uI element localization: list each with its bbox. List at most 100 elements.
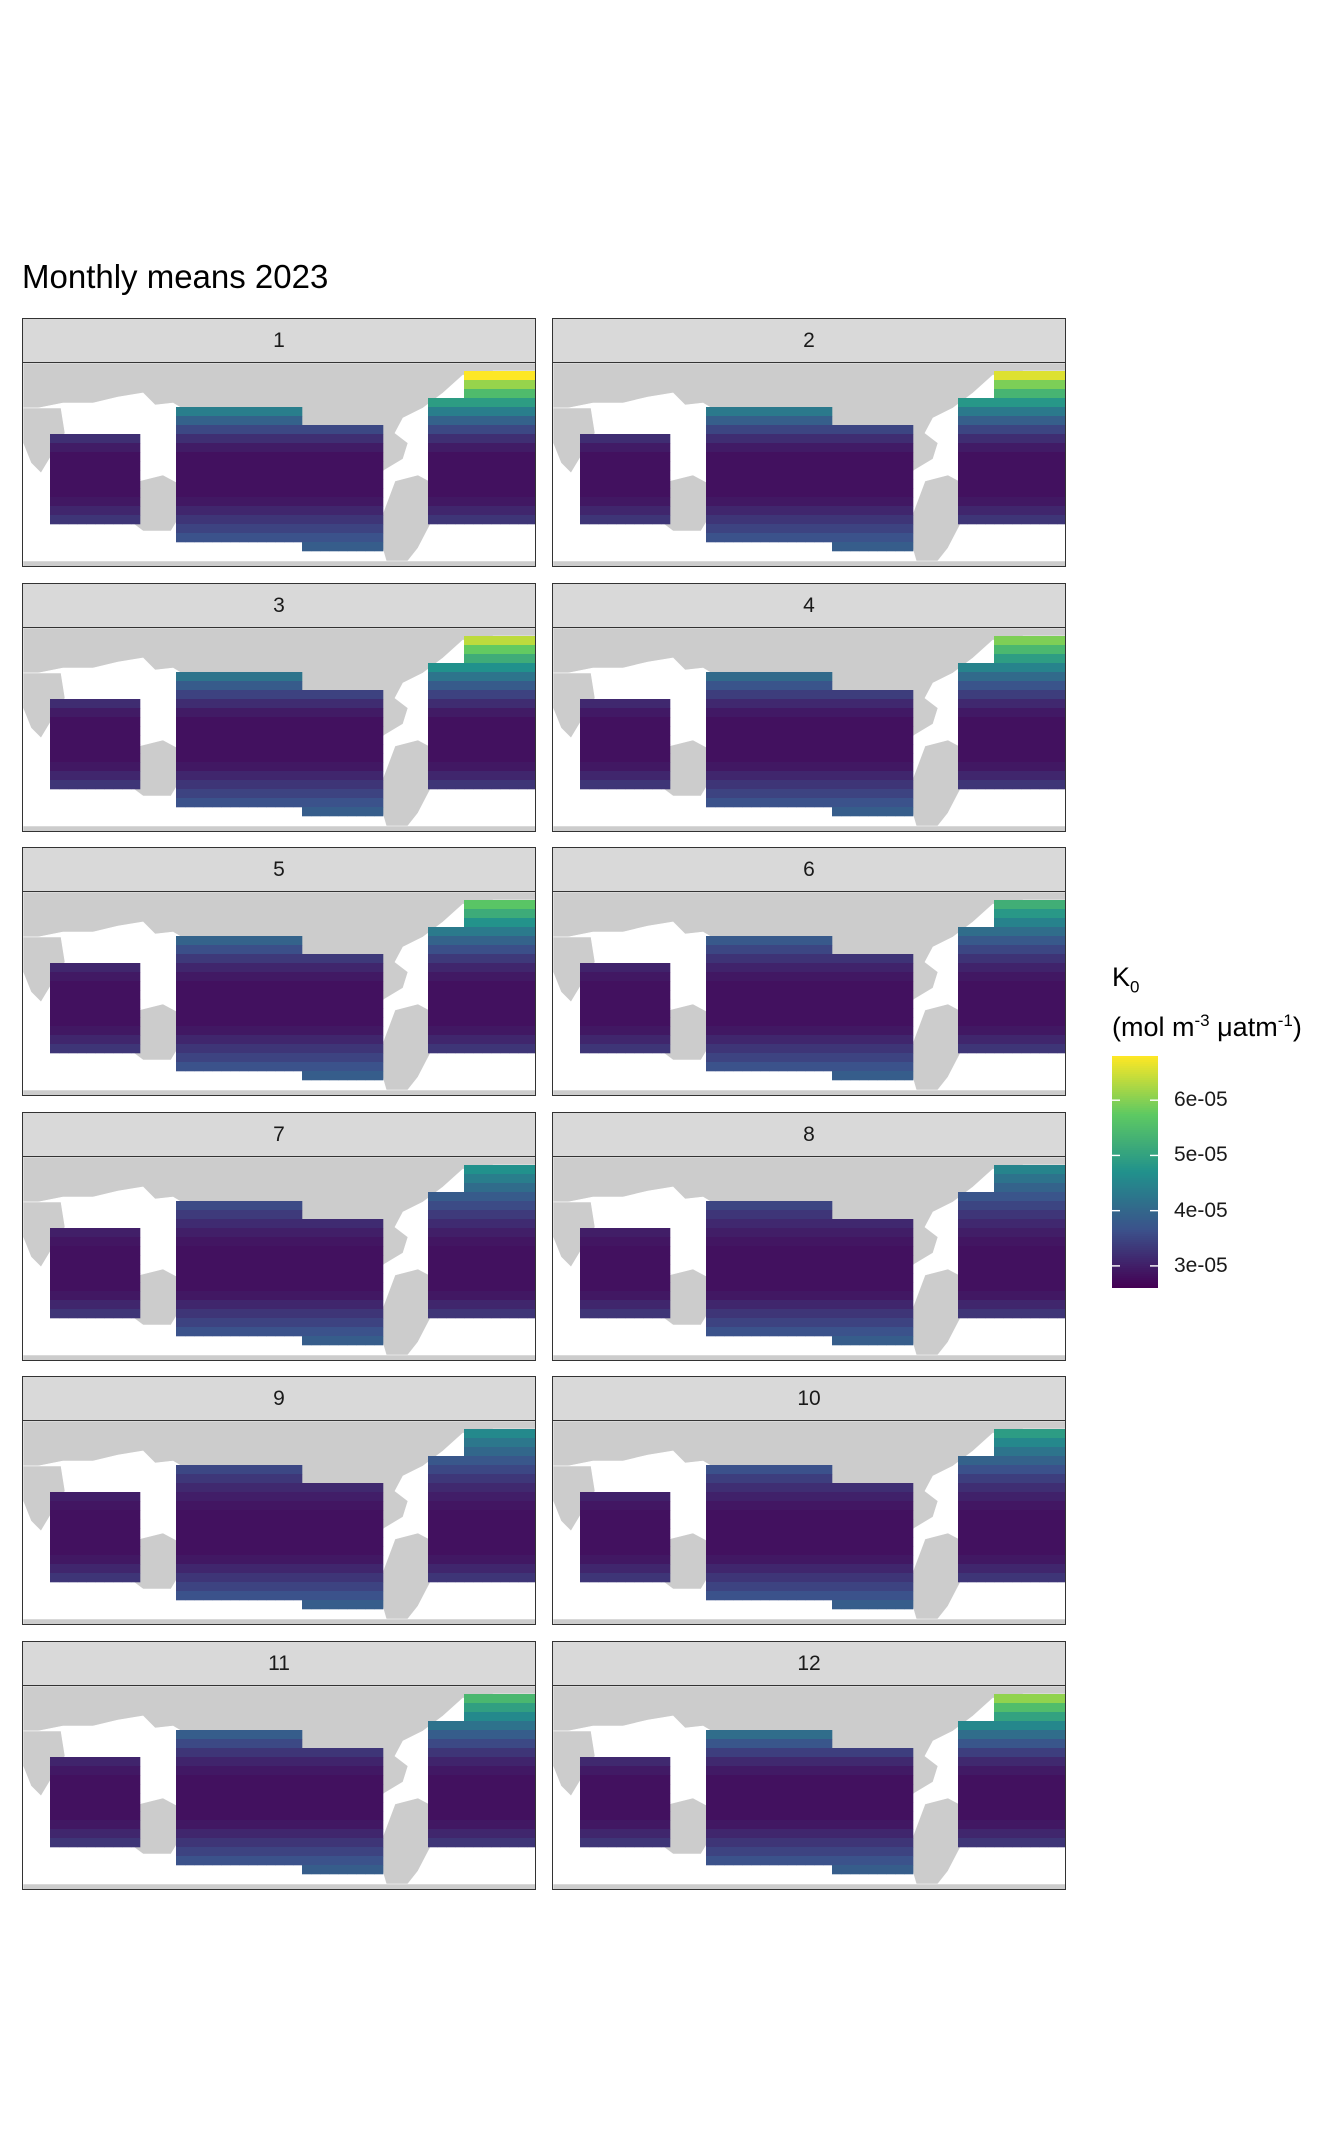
ocean-cell xyxy=(104,1255,114,1265)
ocean-cell xyxy=(706,452,716,462)
facet-panel-month-2: 2 xyxy=(552,318,1066,567)
ocean-cell xyxy=(77,753,87,763)
ocean-cell xyxy=(77,470,87,480)
ocean-cell xyxy=(194,726,204,736)
ocean-cell xyxy=(293,780,303,790)
ocean-cell xyxy=(248,1327,258,1337)
ocean-cell xyxy=(1003,771,1013,781)
ocean-cell xyxy=(365,807,375,817)
ocean-cell xyxy=(518,515,528,525)
ocean-cell xyxy=(1030,636,1040,646)
ocean-cell xyxy=(1012,726,1022,736)
ocean-cell xyxy=(59,1035,69,1045)
ocean-cell xyxy=(823,461,833,471)
ocean-cell xyxy=(769,1246,779,1256)
ocean-cell xyxy=(122,1309,132,1319)
ocean-cell xyxy=(634,461,644,471)
ocean-cell xyxy=(814,789,824,799)
ocean-cell xyxy=(248,1291,258,1301)
ocean-cell xyxy=(841,981,851,991)
ocean-cell xyxy=(967,470,977,480)
ocean-cell xyxy=(733,708,743,718)
ocean-cell xyxy=(464,506,474,516)
ocean-cell xyxy=(131,479,141,489)
ocean-cell xyxy=(607,1273,617,1283)
ocean-cell xyxy=(580,1246,590,1256)
ocean-cell xyxy=(491,981,501,991)
ocean-cell xyxy=(284,1017,294,1027)
ocean-cell xyxy=(985,771,995,781)
ocean-cell xyxy=(437,963,447,973)
ocean-cell xyxy=(733,1210,743,1220)
ocean-cell xyxy=(1012,981,1022,991)
ocean-cell xyxy=(230,1300,240,1310)
ocean-cell xyxy=(374,533,384,543)
ocean-cell xyxy=(212,497,222,507)
ocean-cell xyxy=(751,981,761,991)
ocean-cell xyxy=(1021,1192,1031,1202)
ocean-cell xyxy=(275,1237,285,1247)
ocean-cell xyxy=(482,918,492,928)
ocean-cell xyxy=(661,515,671,525)
ocean-cell xyxy=(464,981,474,991)
ocean-cell xyxy=(1012,434,1022,444)
ocean-cell xyxy=(221,972,231,982)
ocean-cell xyxy=(832,744,842,754)
ocean-cell xyxy=(904,954,914,964)
ocean-cell xyxy=(68,1291,78,1301)
ocean-cell xyxy=(1012,1174,1022,1184)
ocean-cell xyxy=(311,1282,321,1292)
ocean-cell xyxy=(805,744,815,754)
ocean-cell xyxy=(104,470,114,480)
ocean-cell xyxy=(293,1053,303,1063)
ocean-cell xyxy=(751,443,761,453)
ocean-cell xyxy=(796,515,806,525)
ocean-cell xyxy=(311,981,321,991)
ocean-cell xyxy=(473,981,483,991)
ocean-cell xyxy=(823,1282,833,1292)
ocean-cell xyxy=(104,771,114,781)
ocean-cell xyxy=(248,470,258,480)
ocean-cell xyxy=(86,1017,96,1027)
ocean-cell xyxy=(311,954,321,964)
ocean-cell xyxy=(365,726,375,736)
ocean-cell xyxy=(464,726,474,736)
ocean-cell xyxy=(302,999,312,1009)
ocean-cell xyxy=(832,963,842,973)
ocean-cell xyxy=(877,981,887,991)
ocean-cell xyxy=(1039,461,1049,471)
ocean-cell xyxy=(194,717,204,727)
ocean-cell xyxy=(437,744,447,754)
ocean-cell xyxy=(1021,497,1031,507)
ocean-cell xyxy=(724,533,734,543)
ocean-cell xyxy=(742,726,752,736)
ocean-cell xyxy=(868,963,878,973)
ocean-cell xyxy=(311,780,321,790)
ocean-cell xyxy=(787,744,797,754)
ocean-cell xyxy=(437,425,447,435)
ocean-cell xyxy=(257,1035,267,1045)
ocean-cell xyxy=(455,1017,465,1027)
ocean-cell xyxy=(293,972,303,982)
ocean-cell xyxy=(1057,690,1065,700)
ocean-cell xyxy=(760,1282,770,1292)
ocean-cell xyxy=(527,1201,535,1211)
ocean-cell xyxy=(221,488,231,498)
ocean-cell xyxy=(347,954,357,964)
ocean-cell xyxy=(176,990,186,1000)
ocean-cell xyxy=(850,497,860,507)
ocean-cell xyxy=(1012,990,1022,1000)
ocean-cell xyxy=(113,1255,123,1265)
ocean-cell xyxy=(473,1008,483,1018)
ocean-cell xyxy=(904,798,914,808)
ocean-cell xyxy=(230,981,240,991)
ocean-cell xyxy=(976,407,986,417)
ocean-cell xyxy=(257,726,267,736)
ocean-cell xyxy=(904,434,914,444)
ocean-cell xyxy=(365,1219,375,1229)
ocean-cell xyxy=(365,780,375,790)
ocean-cell xyxy=(985,425,995,435)
ocean-cell xyxy=(194,1264,204,1274)
ocean-cell xyxy=(347,1246,357,1256)
ocean-cell xyxy=(985,663,995,673)
